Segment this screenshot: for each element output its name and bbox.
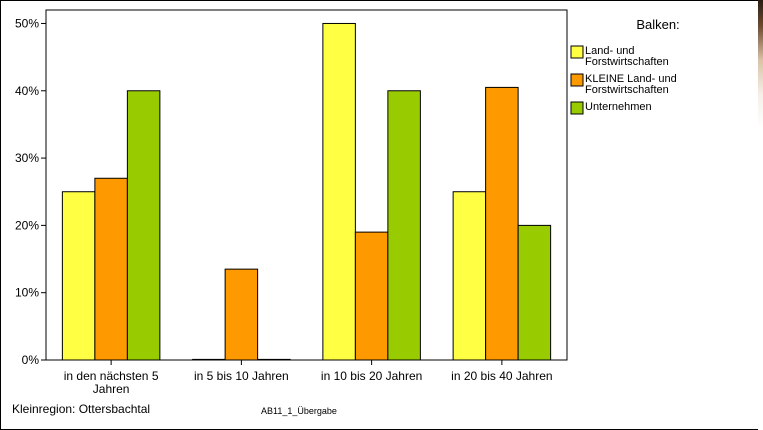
region-label: Kleinregion: Ottersbachtal <box>12 402 150 416</box>
x-tick-label: in den nächsten 5 Jahren <box>64 369 159 396</box>
x-axis: in den nächsten 5 Jahren in 5 bis 10 Jahre… <box>64 360 553 396</box>
y-tick-label: 40% <box>15 84 39 98</box>
legend: Balken: Land- und Forstwirtschaften KLEINE … <box>570 17 680 115</box>
legend-swatch-1 <box>570 45 584 59</box>
bar-1-cat-1 <box>61 191 96 361</box>
legend-title: Balken: <box>636 17 679 32</box>
bar-2-cat-2 <box>224 268 259 361</box>
bar-3-cat-3 <box>387 90 421 361</box>
legend-label-1: Land- und Forstwirtschaften <box>585 45 669 68</box>
y-tick-label: 10% <box>15 286 39 300</box>
legend-label-3: Unternehmen <box>585 101 652 113</box>
y-tick-label: 0% <box>22 353 40 367</box>
x-tick-label: in 20 bis 40 Jahren <box>451 369 552 383</box>
bar-1-cat-4 <box>452 191 487 361</box>
y-axis: 0% 10% 20% 30% 40% 50% <box>15 16 46 367</box>
y-tick-label: 30% <box>15 151 39 165</box>
bar-3-cat-2 <box>257 358 291 361</box>
legend-label-2: KLEINE Land- und Forstwirtschaften <box>585 73 677 96</box>
legend-swatch-3 <box>570 101 584 115</box>
chart-code-label: AB11_1_Übergabe <box>261 406 337 416</box>
bars <box>61 22 552 361</box>
bar-1-cat-2 <box>192 358 226 361</box>
x-tick-label: in 10 bis 20 Jahren <box>321 369 422 383</box>
bar-3-cat-1 <box>126 90 161 361</box>
bar-3-cat-4 <box>517 224 552 361</box>
y-tick-label: 50% <box>15 16 39 30</box>
y-tick-label: 20% <box>15 218 39 232</box>
edge-image-fragment <box>758 0 763 430</box>
x-tick-label: in 5 bis 10 Jahren <box>194 369 289 383</box>
bar-1-cat-3 <box>322 22 356 361</box>
bar-2-cat-1 <box>94 177 128 361</box>
legend-swatch-2 <box>570 73 584 87</box>
bar-2-cat-3 <box>354 231 389 361</box>
bar-2-cat-4 <box>485 86 519 361</box>
